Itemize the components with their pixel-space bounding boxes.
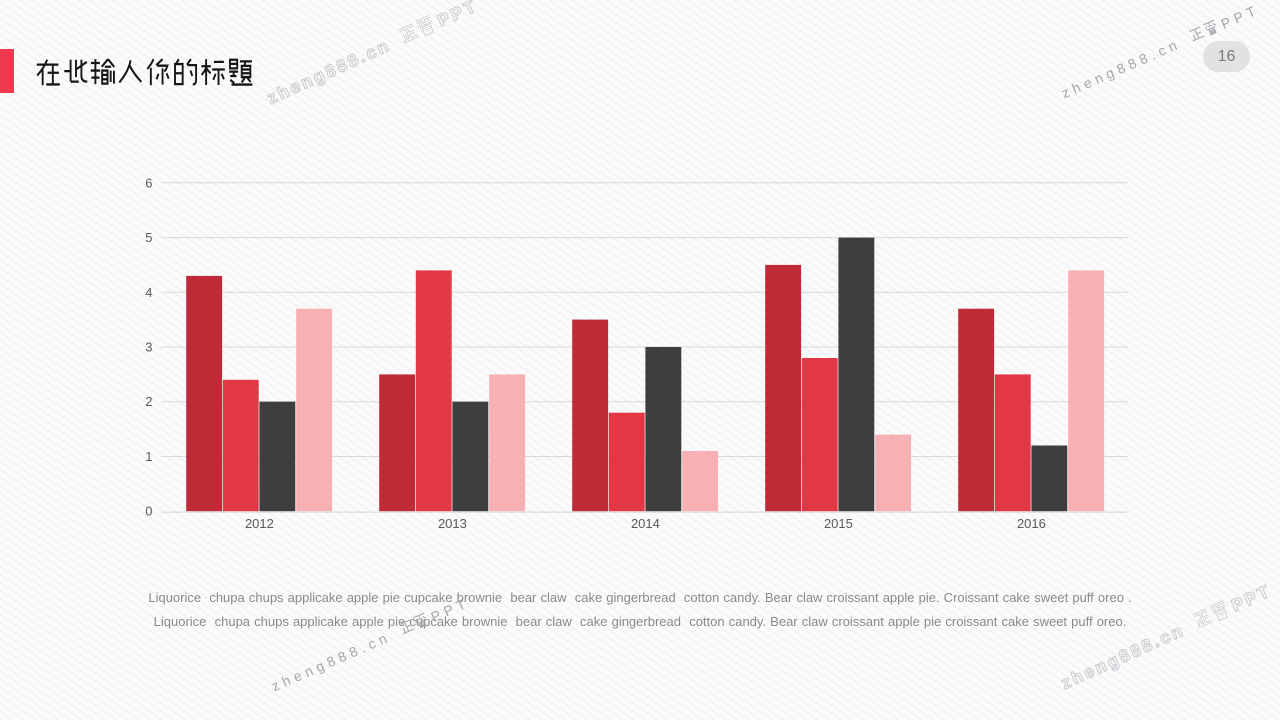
svg-text:2015: 2015: [824, 516, 853, 531]
svg-text:6: 6: [145, 175, 152, 190]
svg-text:0: 0: [145, 504, 152, 519]
svg-text:1: 1: [145, 449, 152, 464]
svg-text:2: 2: [145, 394, 152, 409]
svg-text:2016: 2016: [1017, 516, 1046, 531]
svg-text:2014: 2014: [631, 516, 660, 531]
svg-text:2012: 2012: [245, 516, 274, 531]
svg-text:5: 5: [145, 230, 152, 245]
svg-text:3: 3: [145, 340, 152, 355]
svg-text:4: 4: [145, 285, 152, 300]
svg-text:2013: 2013: [438, 516, 467, 531]
